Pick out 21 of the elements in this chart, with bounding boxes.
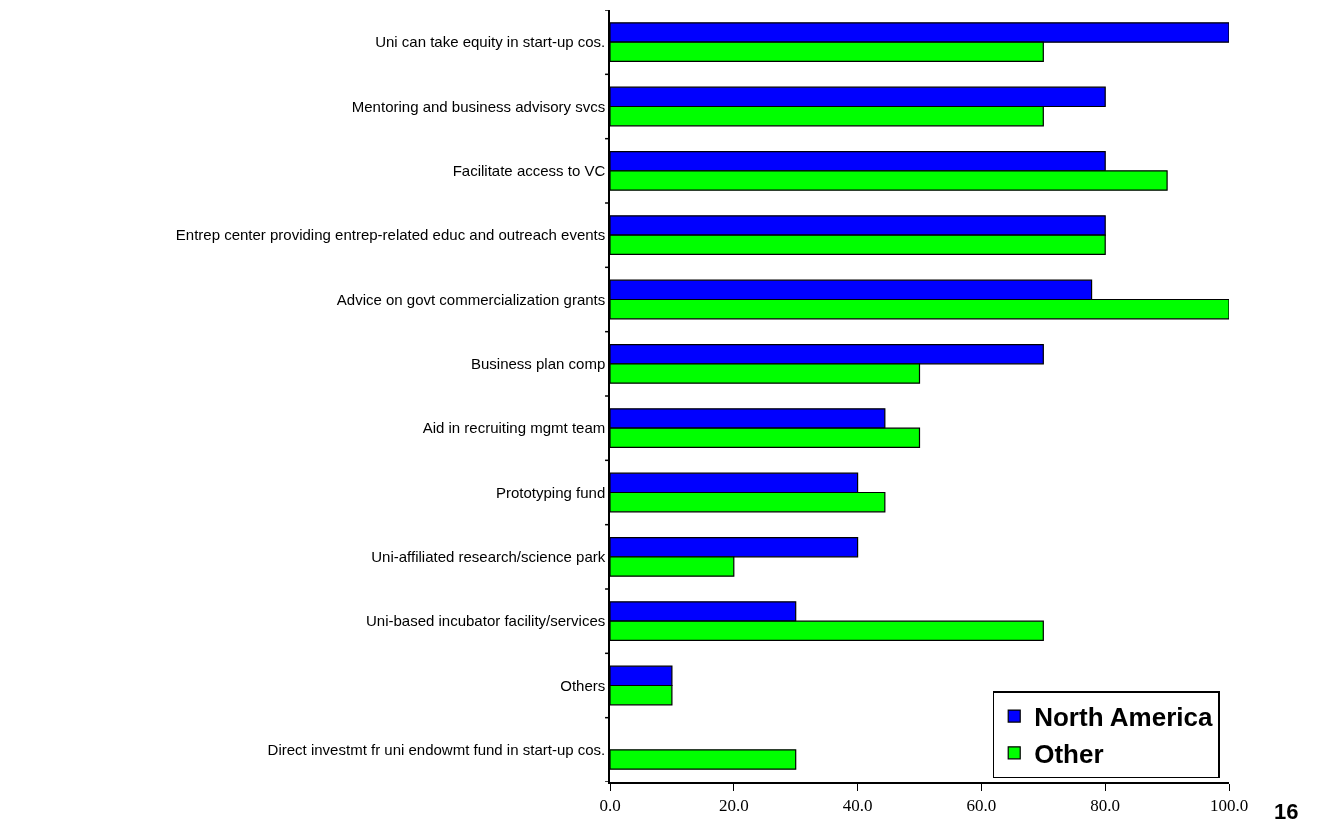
y-tick-label: Facilitate access to VC [452, 162, 606, 180]
y-tick-label: Business plan comp [471, 355, 606, 373]
y-tick-label: Prototyping fund [496, 483, 606, 501]
x-tick-label: 80.0 [1090, 796, 1121, 816]
y-tick-label: Entrep center providing entrep-related educ and outreach events [175, 226, 606, 244]
y-tick-label: Others [560, 676, 606, 694]
x-tick-label: 0.0 [599, 796, 621, 816]
legend-label: Other [1034, 738, 1104, 769]
x-tick-label: 60.0 [966, 796, 997, 816]
x-tick-label: 40.0 [842, 796, 873, 816]
y-tick-label: Uni-based incubator facility/services [365, 612, 606, 630]
y-tick-label: Uni can take equity in start-up cos. [375, 33, 606, 51]
y-tick-label: Uni-affiliated research/science park [371, 548, 606, 566]
y-tick-label: Mentoring and business advisory svcs [351, 97, 606, 115]
y-tick-label: Advice on govt commercialization grants [336, 290, 606, 308]
y-tick-label: Aid in recruiting mgmt team [422, 419, 606, 437]
x-tick-label: 100.0 [1209, 796, 1249, 816]
y-tick-label: Direct investmt fr uni endowmt fund in start-up cos. [267, 741, 606, 759]
legend-label: North America [1034, 702, 1213, 733]
text: 16 [1274, 799, 1299, 824]
x-tick-label: 20.0 [718, 796, 749, 816]
